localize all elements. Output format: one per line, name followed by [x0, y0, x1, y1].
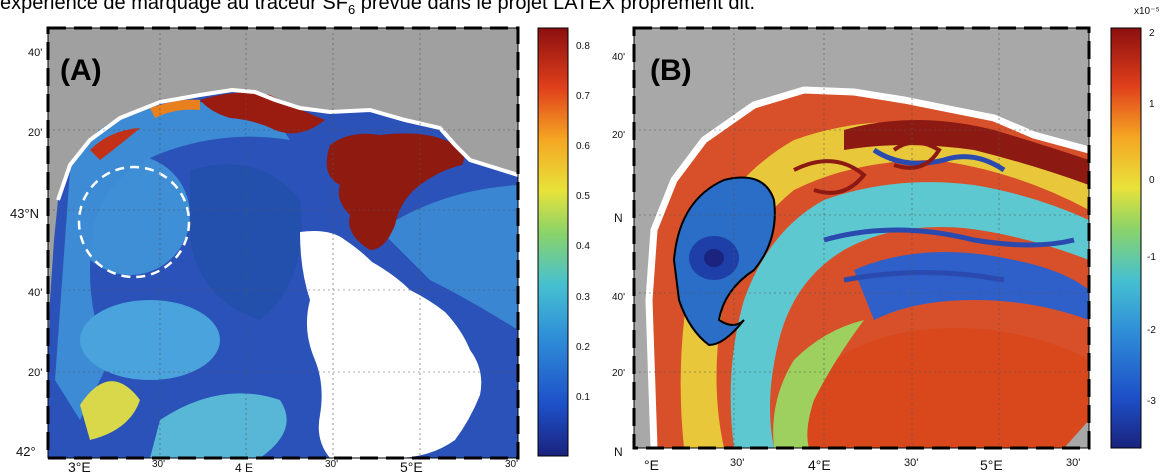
panel-a-frame-inner — [47, 27, 519, 459]
band-red-south — [794, 328, 1089, 448]
coastline — [56, 87, 518, 201]
panel-a-colorbar — [537, 27, 569, 457]
y-tick: 20' — [612, 368, 625, 379]
x-tick: 30' — [904, 457, 918, 469]
x-tick: °E — [644, 457, 659, 472]
y-tick: 40' — [28, 287, 42, 299]
colorbar-tick: 0.6 — [576, 141, 590, 152]
panel-a-colorbar-ticks: 0.8 0.7 0.6 0.5 0.4 0.3 0.2 0.1 — [576, 41, 590, 403]
figure-caption: expérience de marquage au traceur SF6 pr… — [0, 0, 755, 17]
y-tick: 42° — [16, 444, 36, 459]
caption-subscript: 6 — [347, 2, 356, 17]
band-green — [773, 320, 864, 448]
east-water — [380, 185, 518, 330]
panel-b-plot — [634, 28, 1089, 448]
colorbar-tick: -1 — [1147, 252, 1156, 263]
x-tick: 4°E — [808, 457, 831, 472]
colorbar-tick: 0.1 — [576, 392, 590, 403]
dashed-circle — [77, 165, 191, 279]
colorbar-tick: 1 — [1149, 99, 1155, 110]
colorbar-tick: 0.4 — [576, 241, 590, 252]
x-tick: 4 E — [235, 461, 253, 472]
y-tick: 40' — [28, 47, 42, 59]
x-tick: 3°E — [68, 459, 91, 472]
colorbar-tick: 0.7 — [576, 91, 590, 102]
bloom-coast — [200, 92, 325, 134]
grid-lines — [634, 28, 1089, 448]
panel-b-colorbar-ticks: 2 1 0 -1 -2 -3 — [1147, 28, 1156, 407]
panel-b-colorbar — [1110, 27, 1142, 449]
band-cyan — [730, 182, 1089, 448]
y-tick: 40' — [612, 52, 625, 63]
band-blue — [854, 252, 1089, 320]
panel-b-map: (B) 40' 20' N 40' 20' N °E 30' 4°E 30' 5… — [612, 6, 1160, 472]
y-tick: 20' — [28, 367, 42, 379]
panel-a-plot — [48, 28, 518, 458]
colorbar-tick: 0.3 — [576, 292, 590, 303]
panel-b-y-ticks: 40' 20' N 40' 20' N — [612, 52, 625, 459]
x-tick: 5°E — [400, 459, 423, 472]
x-tick: 5°E — [980, 457, 1003, 472]
panel-b-x-ticks: °E 30' 4°E 30' 5°E 30' — [644, 457, 1080, 472]
southern-plume — [150, 393, 287, 458]
panel-b-label: (B) — [650, 54, 692, 87]
panel-a-label: (A) — [60, 54, 102, 87]
cloud-mask — [300, 231, 482, 458]
bloom-west — [90, 128, 140, 160]
colorbar-tick: 0.2 — [576, 342, 590, 353]
grid-lines — [48, 28, 518, 458]
x-tick: 30' — [730, 457, 744, 469]
caption-text: expérience de marquage au traceur SF — [0, 0, 348, 14]
colorbar-tick: -3 — [1147, 396, 1156, 407]
colorbar-tick: 0 — [1149, 175, 1155, 186]
y-tick: 20' — [612, 130, 625, 141]
colorbar-tick: -2 — [1147, 325, 1156, 336]
y-tick: 40' — [612, 292, 625, 303]
band-darkred — [844, 120, 1089, 185]
panel-a-map: (A) 40' 20' 43°N 40' 20' 42° 3°E 30' 4 E… — [10, 26, 590, 472]
bloom-rhone — [326, 133, 464, 250]
coastal-yellow — [80, 381, 140, 440]
central-deep — [190, 164, 302, 320]
y-tick: N — [614, 211, 623, 225]
panel-a-x-ticks: 3°E 30' 4 E 30' 5°E 30' — [68, 459, 518, 472]
x-tick: 30' — [1066, 457, 1080, 469]
caption-tail: prévue dans le projet LATEX proprement d… — [355, 0, 756, 14]
orange-edge — [150, 99, 200, 118]
x-tick: 30' — [505, 459, 518, 470]
colorbar-exponent: x10⁻⁵ — [1134, 6, 1160, 17]
y-tick: N — [614, 445, 623, 459]
swirl-lines — [823, 147, 1075, 283]
coastal-strip — [645, 86, 1089, 448]
panel-b-frame-inner — [633, 27, 1090, 449]
x-tick: 30' — [325, 459, 338, 470]
panel-a-y-ticks: 40' 20' 43°N 40' 20' 42° — [10, 47, 42, 459]
x-tick: 30' — [152, 459, 165, 470]
shelf-band — [55, 101, 290, 420]
colorbar-tick: 0.8 — [576, 41, 590, 52]
y-tick: 43°N — [10, 206, 39, 221]
colorbar-tick: 2 — [1149, 28, 1155, 39]
red-swirls — [793, 134, 991, 195]
land-area — [48, 28, 518, 360]
eddy-region — [80, 300, 220, 380]
eddy-center — [704, 249, 724, 267]
colorbar-tick: 0.5 — [576, 191, 590, 202]
y-tick: 20' — [28, 127, 42, 139]
